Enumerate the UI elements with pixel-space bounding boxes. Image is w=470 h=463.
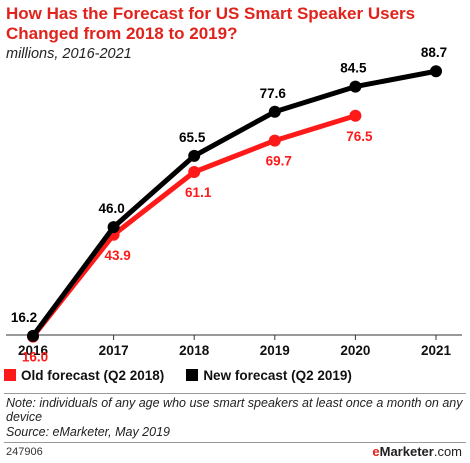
- divider: [4, 393, 466, 394]
- new-forecast-point: [430, 65, 442, 78]
- new-forecast-point: [349, 80, 362, 93]
- new-forecast-point: [107, 221, 120, 234]
- x-tick-label-2021: 2021: [421, 343, 452, 358]
- data-labels: 16.0 43.9 61.1 69.7 76.5 16.2 46.0 65.5 77.6 84.5…: [11, 45, 447, 363]
- x-tick-label-2017: 2017: [99, 343, 129, 358]
- new-forecast-data-label: 77.6: [260, 86, 287, 101]
- new-forecast-data-label: 88.7: [421, 45, 447, 60]
- old-forecast-point: [349, 109, 362, 122]
- old-forecast-point: [188, 165, 201, 178]
- x-tick-label-2019: 2019: [260, 343, 290, 358]
- new-forecast-point: [27, 329, 39, 342]
- x-axis: 2016 2017 2018 2019 2020 2021: [6, 334, 462, 358]
- legend-item-new: New forecast (Q2 2019): [186, 368, 352, 383]
- new-forecast-line: [30, 68, 437, 338]
- source-text: Source: eMarketer, May 2019: [6, 425, 170, 439]
- chart-id: 247906: [6, 446, 43, 458]
- new-forecast-point: [188, 149, 201, 162]
- x-tick-label-2018: 2018: [179, 343, 210, 358]
- x-tick-label-2020: 2020: [340, 343, 370, 358]
- old-forecast-line: [31, 113, 357, 339]
- old-forecast-data-label: 43.9: [104, 248, 130, 263]
- brand-logo: eMarketer.com: [372, 444, 462, 459]
- x-tick-label-2016: 2016: [18, 343, 49, 358]
- line-chart: 2016 2017 2018 2019 2020 2021 16.0 43.9 61.1 69.…: [6, 45, 462, 363]
- old-forecast-data-label: 76.5: [346, 129, 373, 144]
- footer-divider: [4, 442, 466, 443]
- new-forecast-data-label: 84.5: [340, 61, 367, 76]
- legend-label-old: Old forecast (Q2 2018): [21, 367, 165, 383]
- legend-item-old: Old forecast (Q2 2018): [4, 368, 164, 383]
- old-forecast-data-label: 69.7: [266, 154, 292, 169]
- chart-subtitle: millions, 2016-2021: [6, 46, 132, 62]
- old-forecast-data-label: 61.1: [185, 185, 212, 200]
- new-forecast-data-label: 16.2: [11, 310, 37, 325]
- note-text: Note: individuals of any age who use sma…: [6, 396, 463, 424]
- legend-label-new: New forecast (Q2 2019): [203, 367, 352, 383]
- series-layer: [27, 65, 442, 343]
- new-forecast-data-label: 65.5: [179, 130, 206, 145]
- new-forecast-data-label: 46.0: [98, 201, 124, 216]
- chart-title: How Has the Forecast for US Smart Speake…: [6, 4, 416, 43]
- old-forecast-point: [268, 134, 281, 147]
- legend-swatch-new: [186, 369, 199, 381]
- new-forecast-point: [268, 105, 281, 118]
- legend-swatch-old: [4, 369, 16, 381]
- old-forecast-data-label: 16.0: [22, 350, 48, 363]
- legend: Old forecast (Q2 2018) New forecast (Q2 …: [4, 366, 374, 384]
